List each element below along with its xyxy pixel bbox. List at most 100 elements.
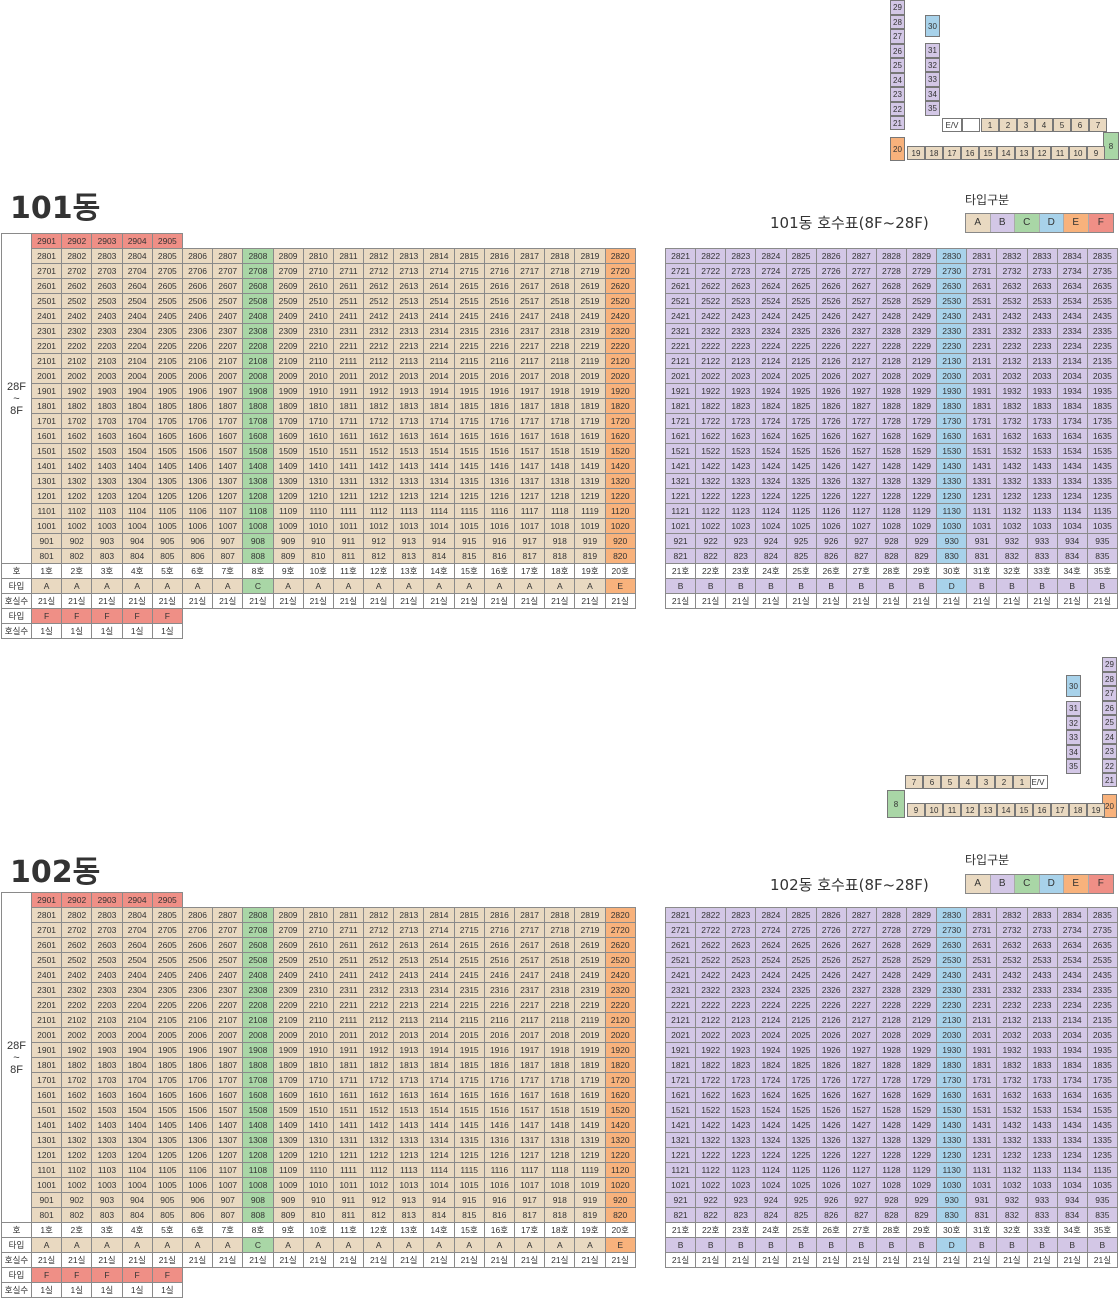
type-cell: A bbox=[393, 1237, 425, 1253]
unit-cell: 2835 bbox=[1086, 248, 1119, 264]
f-count-row-label: 호실수 bbox=[1, 623, 32, 639]
unit-cell: 1107 bbox=[212, 1162, 244, 1178]
unit-cell: 2706 bbox=[181, 922, 214, 938]
unit-cell: 2134 bbox=[1056, 1012, 1088, 1028]
unit-cell: 1814 bbox=[423, 1057, 455, 1073]
unit-cell: 2315 bbox=[453, 323, 485, 339]
unit-cell: 1227 bbox=[845, 488, 877, 504]
unit-cell: 2216 bbox=[483, 997, 516, 1013]
unit-cell: 2635 bbox=[1086, 278, 1119, 294]
unit-cell: 1413 bbox=[393, 1117, 425, 1133]
plan-unit: 29 bbox=[890, 0, 905, 15]
unit-cell: 2824 bbox=[755, 248, 787, 264]
type-cell: B bbox=[695, 1237, 727, 1253]
unit-cell: 1028 bbox=[875, 1177, 908, 1193]
unit-cell: 2215 bbox=[453, 338, 485, 354]
unit-cell: 1134 bbox=[1056, 503, 1088, 519]
unit-cell: 2810 bbox=[302, 907, 334, 923]
ho-cell: 18호 bbox=[544, 563, 576, 579]
unit-cell: 1515 bbox=[453, 1102, 485, 1118]
unit-cell: 1112 bbox=[363, 503, 395, 519]
unit-cell: 2533 bbox=[1026, 293, 1058, 309]
unit-cell: 1213 bbox=[393, 488, 425, 504]
unit-cell: 1228 bbox=[875, 1147, 908, 1163]
unit-cell: 1907 bbox=[212, 1042, 244, 1058]
unit-cell: 2817 bbox=[513, 907, 546, 923]
ho-cell: 31호 bbox=[966, 1222, 998, 1238]
unit-table-left-102: 28F ~8F 2901 2902 2903 2904 2905 2801 2802 2803 28… bbox=[1, 892, 636, 1298]
unit-cell: 2309 bbox=[272, 323, 304, 339]
unit-cell: 2735 bbox=[1086, 922, 1119, 938]
type-cell: A bbox=[544, 1237, 576, 1253]
unit-cell: 2822 bbox=[695, 907, 727, 923]
unit-cell: 2316 bbox=[483, 982, 516, 998]
unit-cell: 2020 bbox=[604, 368, 636, 384]
plan-unit: 32 bbox=[1066, 715, 1081, 730]
unit-cell: 1327 bbox=[845, 473, 877, 489]
unit-cell: 1507 bbox=[212, 443, 244, 459]
unit-cell: 2305 bbox=[151, 323, 183, 339]
type-cell: B bbox=[725, 1237, 757, 1253]
unit-cell: 2320 bbox=[604, 323, 636, 339]
unit-cell: 1111 bbox=[332, 1162, 365, 1178]
plan-unit: 24 bbox=[890, 72, 905, 87]
unit-cell: 1023 bbox=[725, 518, 757, 534]
ho-cell: 5호 bbox=[151, 1222, 183, 1238]
unit-cell: 1232 bbox=[996, 488, 1028, 504]
unit-cell: 1635 bbox=[1086, 1087, 1119, 1103]
unit-cell: 1420 bbox=[604, 458, 636, 474]
unit-cell: 902 bbox=[61, 533, 93, 549]
unit-cell: 1906 bbox=[181, 383, 214, 399]
unit-cell: 1624 bbox=[755, 1087, 787, 1103]
type-cell: A bbox=[212, 1237, 244, 1253]
unit-cell: 1402 bbox=[61, 458, 93, 474]
unit-cell: 1207 bbox=[212, 488, 244, 504]
unit-cell: 2703 bbox=[91, 922, 123, 938]
unit-cell: 2020 bbox=[604, 1027, 636, 1043]
plan-unit: 10 bbox=[925, 803, 943, 817]
unit-cell: 1818 bbox=[544, 1057, 576, 1073]
unit-cell: 1332 bbox=[996, 1132, 1028, 1148]
unit-cell: 2217 bbox=[513, 997, 546, 1013]
unit-table-right-101: 2821 2822 2823 2824 2825 2826 2827 2828 2829 2830… bbox=[664, 248, 1119, 609]
unit-cell: 2726 bbox=[815, 922, 847, 938]
table-subtitle-101: 101동 호수표(8F~28F) bbox=[770, 214, 929, 232]
unit-cell: 1416 bbox=[483, 458, 516, 474]
type-cell: B bbox=[996, 578, 1028, 594]
unit-cell: 812 bbox=[363, 548, 395, 564]
unit-cell: 2631 bbox=[966, 278, 998, 294]
unit-cell: 1723 bbox=[725, 413, 757, 429]
unit-cell: 1233 bbox=[1026, 1147, 1058, 1163]
unit-cell: 912 bbox=[363, 1192, 395, 1208]
unit-cell: 1620 bbox=[604, 428, 636, 444]
unit-cell: 2903 bbox=[91, 892, 123, 908]
unit-cell: 2122 bbox=[695, 353, 727, 369]
unit-cell: 1228 bbox=[875, 488, 908, 504]
count-cell: 21실 bbox=[272, 593, 304, 609]
type-cell: B bbox=[966, 578, 998, 594]
unit-cell: 2711 bbox=[332, 922, 365, 938]
unit-cell: 1805 bbox=[151, 398, 183, 414]
unit-cell: 1520 bbox=[604, 443, 636, 459]
unit-cell: 2003 bbox=[91, 368, 123, 384]
unit-cell: 2016 bbox=[483, 1027, 516, 1043]
unit-cell: 2401 bbox=[30, 967, 63, 983]
unit-cell: 934 bbox=[1056, 533, 1088, 549]
ho-cell: 32호 bbox=[996, 1222, 1028, 1238]
unit-cell: 1216 bbox=[483, 1147, 516, 1163]
ho-cell: 29호 bbox=[905, 563, 938, 579]
building-title-102: 102동 bbox=[10, 855, 101, 890]
unit-cell: 1502 bbox=[61, 443, 93, 459]
plan-unit: 28 bbox=[1102, 671, 1117, 686]
unit-cell: 2806 bbox=[181, 248, 214, 264]
unit-cell: 2107 bbox=[212, 353, 244, 369]
type-cell: C bbox=[242, 1237, 274, 1253]
floor-plan-101: 29 28 27 26 25 24 23 22 21 20 30 31 32 33 34 35 E/V 1 2 3 4 5… bbox=[885, 0, 1119, 161]
unit-cell: 910 bbox=[302, 1192, 334, 1208]
unit-cell: 1305 bbox=[151, 1132, 183, 1148]
plan-unit: 14 bbox=[997, 803, 1015, 817]
unit-cell: 2321 bbox=[664, 982, 697, 998]
unit-cell: 1704 bbox=[121, 1072, 153, 1088]
unit-cell: 2203 bbox=[91, 997, 123, 1013]
f-count-cell: 1실 bbox=[91, 1282, 123, 1298]
